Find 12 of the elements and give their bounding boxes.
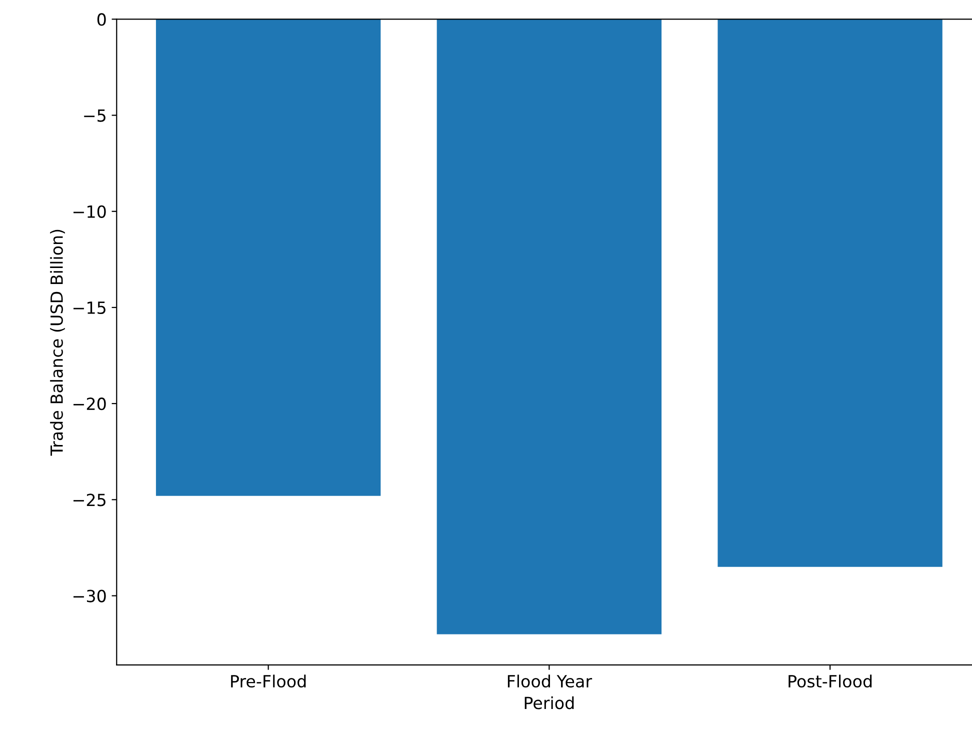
x-axis-title: Period — [524, 696, 574, 710]
y-tick-label: −5 — [84, 109, 106, 122]
y-tick-label: 0 — [97, 13, 106, 26]
y-tick-label: −30 — [74, 590, 106, 602]
y-axis-title: Trade Balance (USD Billion) — [50, 230, 65, 456]
x-tick-label: Post-Flood — [788, 674, 872, 688]
y-tick-label: −15 — [74, 302, 106, 314]
y-tick-label: −20 — [74, 398, 106, 410]
x-tick-label: Pre-Flood — [231, 674, 306, 688]
y-tick-label: −10 — [74, 205, 106, 218]
x-tick-label: Flood Year — [508, 674, 592, 688]
y-tick-label: −25 — [74, 494, 106, 506]
